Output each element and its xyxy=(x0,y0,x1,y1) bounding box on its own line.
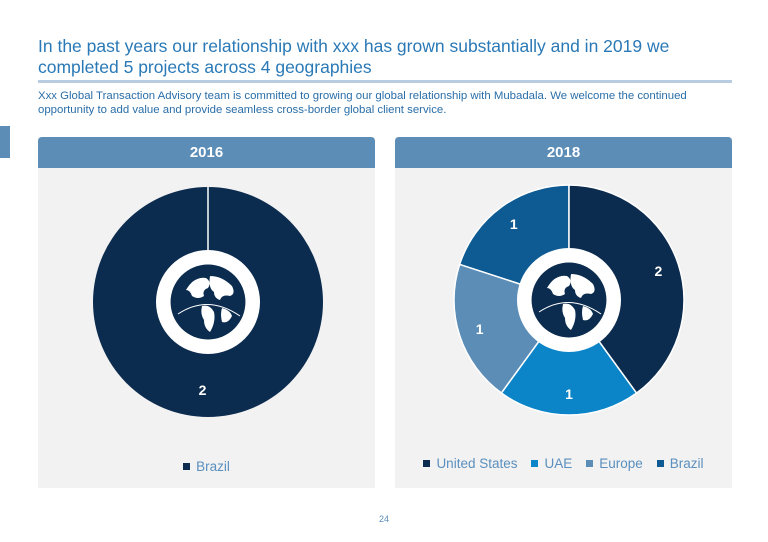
legend-label: UAE xyxy=(544,456,573,471)
legend-swatch xyxy=(586,460,594,467)
slice-united-states xyxy=(568,184,685,395)
legend-item-uae: UAE xyxy=(531,456,572,471)
legend-label: Europe xyxy=(599,456,643,471)
legend-item-europe: Europe xyxy=(586,456,643,471)
page-subtitle: Xxx Global Transaction Advisory team is … xyxy=(38,90,687,116)
legend-item-brazil: Brazil xyxy=(183,459,230,474)
chart-panel-2018: 2018 2 1 1 1 United States UAE Europe Brazil xyxy=(395,137,732,488)
legend-2016: Brazil xyxy=(38,459,375,474)
chart-title-2018: 2018 xyxy=(395,137,732,168)
chart-panel-2016: 2016 2 Brazil xyxy=(38,137,375,488)
data-label-brazil: 1 xyxy=(510,216,518,232)
legend-swatch xyxy=(183,463,191,470)
legend-label: Brazil xyxy=(669,456,704,471)
title-divider xyxy=(38,80,732,83)
page-number: 24 xyxy=(378,514,389,524)
legend-2018: United States UAE Europe Brazil xyxy=(395,456,732,471)
legend-item-united-states: United States xyxy=(423,456,517,471)
donut-chart-2018: 2 1 1 1 xyxy=(453,184,685,416)
globe-icon xyxy=(531,262,607,338)
legend-label: United States xyxy=(436,456,518,471)
data-label-uae: 1 xyxy=(565,386,573,402)
legend-swatch xyxy=(656,460,664,467)
slice-uae xyxy=(500,298,638,416)
page-title: In the past years our relationship with … xyxy=(38,36,670,77)
donut-chart-2016: 2 xyxy=(93,187,323,417)
side-tab-marker xyxy=(0,126,10,158)
globe-icon xyxy=(170,264,246,340)
data-label-brazil: 2 xyxy=(199,382,207,398)
legend-item-brazil: Brazil xyxy=(656,456,704,471)
data-label-europe: 1 xyxy=(476,321,484,337)
legend-swatch xyxy=(531,460,539,467)
data-label-united-states: 2 xyxy=(655,263,663,279)
legend-label: Brazil xyxy=(196,459,230,474)
legend-swatch xyxy=(423,460,431,467)
chart-title-2016: 2016 xyxy=(38,137,375,168)
